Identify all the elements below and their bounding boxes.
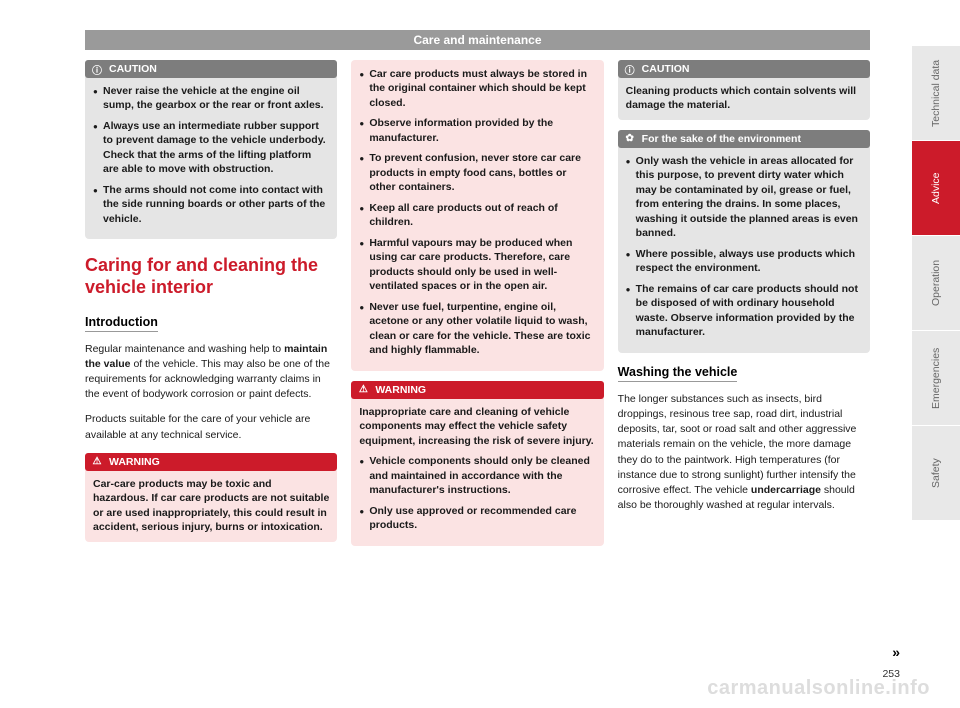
list-item: Observe information provided by the manu…: [359, 116, 595, 145]
caution-label: CAUTION: [109, 63, 157, 75]
warning-header: ⚠ WARNING: [85, 453, 337, 471]
warning-icon: ⚠: [357, 384, 369, 396]
paragraph: Regular maintenance and washing help to …: [85, 342, 337, 403]
caution-header: ⓘ CAUTION: [85, 60, 337, 78]
list-item: Only wash the vehicle in areas allocated…: [626, 154, 862, 241]
list-item: The remains of car care products should …: [626, 282, 862, 340]
tab-operation[interactable]: Operation: [912, 235, 960, 330]
list-item: Never raise the vehicle at the engine oi…: [93, 84, 329, 113]
column-3: ⓘ CAUTION Cleaning products which contai…: [618, 60, 870, 556]
info-icon: ⓘ: [624, 63, 636, 75]
environment-label: For the sake of the environment: [642, 133, 801, 145]
page-content: Care and maintenance ⓘ CAUTION Never rai…: [85, 30, 870, 670]
warning-box: ⚠ WARNING Car-care products may be toxic…: [85, 453, 337, 542]
warning-label: WARNING: [109, 456, 160, 468]
columns: ⓘ CAUTION Never raise the vehicle at the…: [85, 60, 870, 556]
column-2: Car care products must always be stored …: [351, 60, 603, 556]
warning-icon: ⚠: [91, 456, 103, 468]
sub-title-2: Washing the vehicle: [618, 365, 738, 382]
environment-box: ✿ For the sake of the environment Only w…: [618, 130, 870, 353]
info-icon: ⓘ: [91, 63, 103, 75]
warning-box-2: ⚠ WARNING Inappropriate care and cleanin…: [351, 381, 603, 546]
caution-text: Cleaning products which contain solvents…: [626, 84, 862, 113]
list-item: Keep all care products out of reach of c…: [359, 201, 595, 230]
environment-header: ✿ For the sake of the environment: [618, 130, 870, 148]
caution-box-2: ⓘ CAUTION Cleaning products which contai…: [618, 60, 870, 120]
list-item: The arms should not come into contact wi…: [93, 183, 329, 226]
watermark: carmanualsonline.info: [707, 677, 930, 700]
caution-header: ⓘ CAUTION: [618, 60, 870, 78]
warning-header: ⚠ WARNING: [351, 381, 603, 399]
continue-marker: »: [892, 644, 900, 660]
list-item: To prevent confusion, never store car ca…: [359, 151, 595, 194]
column-1: ⓘ CAUTION Never raise the vehicle at the…: [85, 60, 337, 556]
list-item: Vehicle components should only be cleane…: [359, 454, 595, 497]
tab-technical-data[interactable]: Technical data: [912, 45, 960, 140]
environment-list: Only wash the vehicle in areas allocated…: [626, 154, 862, 340]
flower-icon: ✿: [624, 133, 636, 145]
warning-list: Car care products must always be stored …: [359, 67, 595, 358]
warning-list: Vehicle components should only be cleane…: [359, 454, 595, 532]
paragraph: The longer substances such as insects, b…: [618, 392, 870, 514]
page-header: Care and maintenance: [85, 30, 870, 50]
list-item: Always use an intermediate rubber suppor…: [93, 119, 329, 177]
list-item: Where possible, always use products whic…: [626, 247, 862, 276]
list-item: Only use approved or recommended care pr…: [359, 504, 595, 533]
warning-label: WARNING: [375, 384, 426, 396]
list-item: Harmful vapours may be produced when usi…: [359, 236, 595, 294]
side-tabs: Technical data Advice Operation Emergenc…: [912, 45, 960, 520]
tab-safety[interactable]: Safety: [912, 425, 960, 520]
caution-box: ⓘ CAUTION Never raise the vehicle at the…: [85, 60, 337, 239]
tab-advice[interactable]: Advice: [912, 140, 960, 235]
warning-text: Car-care products may be toxic and hazar…: [93, 477, 329, 535]
tab-emergencies[interactable]: Emergencies: [912, 330, 960, 425]
caution-label: CAUTION: [642, 63, 690, 75]
caution-list: Never raise the vehicle at the engine oi…: [93, 84, 329, 226]
list-item: Never use fuel, turpentine, engine oil, …: [359, 300, 595, 358]
warning-continuation-box: Car care products must always be stored …: [351, 60, 603, 371]
warning-text: Inappropriate care and cleaning of vehic…: [359, 405, 595, 448]
paragraph: Products suitable for the care of your v…: [85, 412, 337, 442]
list-item: Car care products must always be stored …: [359, 67, 595, 110]
sub-title: Introduction: [85, 315, 158, 332]
section-title: Caring for and cleaning the vehicle inte…: [85, 255, 337, 298]
